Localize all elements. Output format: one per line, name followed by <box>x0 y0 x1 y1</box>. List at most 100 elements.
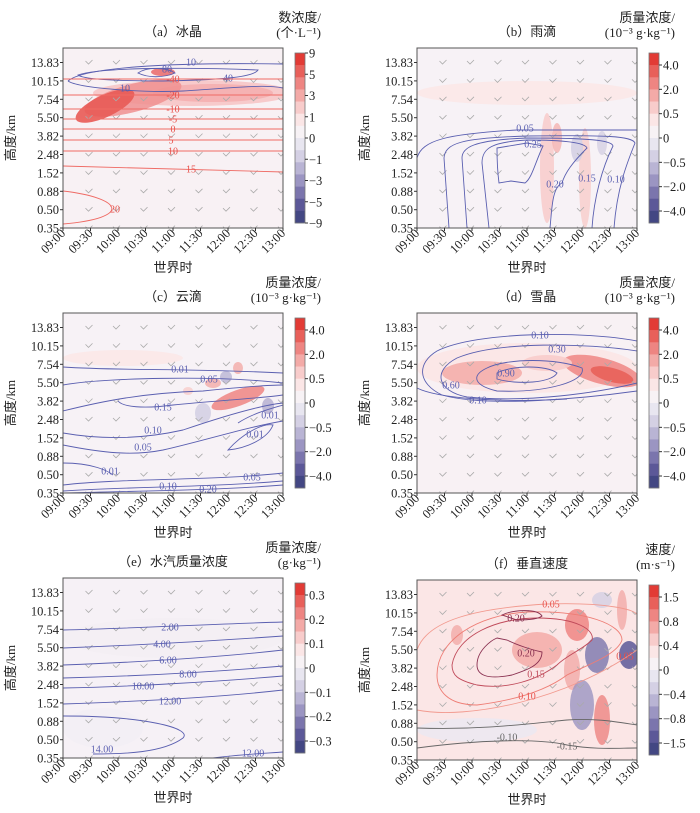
contour-line <box>63 377 283 386</box>
contour-line <box>440 344 637 400</box>
x-tick-label: 11:00 <box>148 491 178 521</box>
wind-barb-mark <box>140 435 148 440</box>
x-tick-label: 12:00 <box>557 758 587 788</box>
colorbar-segment <box>295 378 305 392</box>
wind-barb-mark <box>631 207 637 212</box>
wind-barb-mark <box>549 683 557 689</box>
wind-barb-mark <box>494 188 502 194</box>
contour-line <box>67 54 283 82</box>
colorbar-segment <box>295 354 305 367</box>
wind-barb-mark <box>85 188 93 194</box>
wind-barb-mark <box>631 152 637 157</box>
wind-barb-mark <box>604 151 612 157</box>
y-tick-label: 5.50 <box>37 641 59 655</box>
wind-barb-mark <box>494 170 502 175</box>
wind-barb-mark <box>604 683 612 689</box>
y-tick-label: 0.35 <box>37 487 59 501</box>
wind-barb-mark <box>466 628 475 634</box>
wind-barb-mark <box>85 206 93 212</box>
wind-barb-mark <box>549 96 557 102</box>
wind-barb-mark <box>521 188 530 194</box>
wind-barb-mark <box>250 663 258 669</box>
contour-label: -20 <box>166 91 179 102</box>
wind-barb-mark <box>140 324 148 330</box>
wind-barb-mark <box>576 170 585 175</box>
contour-line <box>496 142 544 184</box>
y-tick-label: 1.52 <box>391 698 413 712</box>
contour-label: -0.15 <box>557 742 578 753</box>
contour-label: 0.05 <box>243 473 261 484</box>
wind-barb-mark <box>631 666 637 671</box>
colorbar-tick-label: 4.0 <box>309 324 325 338</box>
wind-barb-mark <box>631 629 637 634</box>
wind-barb-mark <box>250 96 258 102</box>
wind-barb-mark <box>250 170 258 175</box>
wind-barb-mark <box>112 206 121 212</box>
wind-barb-mark <box>439 591 447 597</box>
x-tick-label: 12:30 <box>585 758 615 788</box>
colorbar-segment <box>295 728 305 742</box>
wind-barb-mark <box>604 398 612 404</box>
colorbar-segment <box>649 198 659 212</box>
contour-label: 0.01 <box>171 365 189 376</box>
wind-barb-mark <box>494 591 502 597</box>
contour-line <box>63 402 283 439</box>
wind-barb-mark <box>439 361 447 367</box>
wind-barb-mark <box>521 591 530 597</box>
contour-label: 5 <box>169 136 174 147</box>
wind-barb-mark <box>195 681 203 687</box>
wind-barb-mark <box>195 718 203 724</box>
wind-barb-mark <box>167 700 176 705</box>
x-tick-label: 09:30 <box>420 491 450 521</box>
contour-line <box>443 135 636 228</box>
colorbar-tick-label: −0.2 <box>309 710 332 724</box>
colorbar-segment <box>649 403 659 416</box>
wind-barb-mark <box>112 151 121 157</box>
colorbar-label: 质量浓度/ <box>619 10 675 25</box>
wind-barb-mark <box>576 416 585 422</box>
plot-area: 2.00 4.00 6.008.00 10.00 12.00 14.00 12.00 <box>63 578 283 758</box>
colorbar-segment <box>649 609 659 622</box>
wind-barb-mark <box>466 720 475 726</box>
wind-barb-mark <box>140 608 148 613</box>
x-tick-label: 09:30 <box>420 758 450 788</box>
x-tick-label: 13:00 <box>258 756 288 786</box>
colorbar-segment <box>649 645 659 659</box>
plot-area: 0.05 0.10 0.15 0.20 0.25 <box>417 48 637 228</box>
colorbar-segment <box>295 390 305 404</box>
shaded-region <box>590 366 634 384</box>
contour-line <box>137 68 176 78</box>
colorbar-segment <box>295 704 305 717</box>
contour-label: 2.00 <box>161 623 179 634</box>
y-tick-label: 0.50 <box>391 468 413 482</box>
y-tick-label: 1.52 <box>37 166 59 180</box>
wind-barb-mark <box>604 59 612 65</box>
colorbar-segment <box>649 463 659 477</box>
y-tick-label: 2.48 <box>391 148 413 162</box>
contour-line <box>63 675 283 689</box>
colorbar-segment <box>295 427 305 440</box>
x-tick-label: 11:00 <box>502 226 532 256</box>
x-tick-label: 12:30 <box>231 491 261 521</box>
wind-barb-mark <box>521 416 530 422</box>
wind-barb-mark <box>167 170 176 175</box>
colorbar-tick-label: 4.0 <box>663 324 679 338</box>
x-tick-label: 13:00 <box>612 491 642 521</box>
colorbar-segment <box>649 210 659 224</box>
y-tick-label: 0.35 <box>37 222 59 236</box>
wind-barb-mark <box>85 718 93 724</box>
colorbar-segment <box>295 210 305 224</box>
colorbar-tick-label: 0.5 <box>663 107 679 121</box>
wind-barb-mark <box>85 700 93 705</box>
wind-barb-mark <box>466 683 475 689</box>
wind-barb-mark <box>167 453 176 459</box>
wind-barb-mark <box>112 133 121 139</box>
wind-barb-mark <box>222 453 231 459</box>
wind-barb-mark <box>604 133 612 139</box>
colorbar-segment <box>295 680 305 693</box>
colorbar-segment <box>649 318 659 331</box>
wind-barb-mark <box>277 664 283 669</box>
x-axis-label: 世界时 <box>507 260 546 275</box>
y-tick-label: 5.50 <box>391 376 413 390</box>
wind-barb-mark <box>494 78 502 83</box>
